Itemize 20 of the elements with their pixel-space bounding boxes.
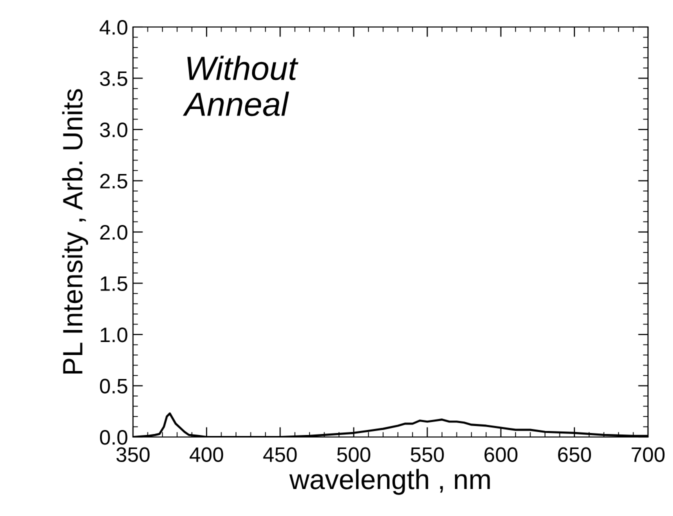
y-tick-label: 0.0 xyxy=(100,430,128,445)
x-tick-label: 700 xyxy=(632,447,665,462)
y-tick-label: 3.5 xyxy=(100,71,128,86)
y-tick-label: 4.0 xyxy=(100,20,128,35)
x-tick-label: 600 xyxy=(484,447,518,462)
y-tick-label: 2.0 xyxy=(100,225,128,240)
x-axis-title: wavelength , nm xyxy=(289,468,490,495)
x-tick-label: 650 xyxy=(558,447,591,462)
y-tick-label: 2.5 xyxy=(100,174,128,189)
x-tick-label: 400 xyxy=(190,447,224,462)
x-tick-label: 500 xyxy=(337,447,370,462)
y-tick-label: 3.0 xyxy=(100,122,128,138)
x-tick-label: 450 xyxy=(263,447,297,462)
y-tick-label: 1.0 xyxy=(100,328,128,342)
y-axis-title: PL Intensity , Arb. Units xyxy=(62,89,88,374)
annotation: Without Anneal xyxy=(182,56,298,116)
x-tick-label: 550 xyxy=(410,447,444,462)
y-tick-label: 0.5 xyxy=(100,378,128,394)
x-tick-label: 350 xyxy=(116,447,150,462)
y-tick-label: 1.5 xyxy=(100,276,128,292)
